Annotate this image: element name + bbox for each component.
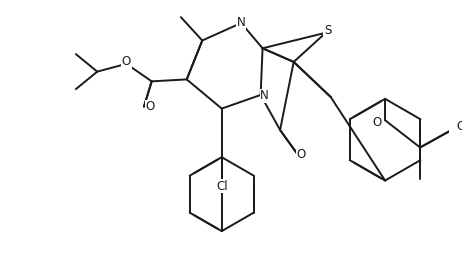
Text: O: O xyxy=(297,148,306,161)
Text: O: O xyxy=(122,55,131,68)
Text: N: N xyxy=(237,17,245,29)
Text: Cl: Cl xyxy=(216,180,228,193)
Text: S: S xyxy=(324,24,331,37)
Text: O: O xyxy=(145,100,154,113)
Text: N: N xyxy=(260,90,269,102)
Text: O: O xyxy=(456,119,462,133)
Text: O: O xyxy=(373,116,382,129)
